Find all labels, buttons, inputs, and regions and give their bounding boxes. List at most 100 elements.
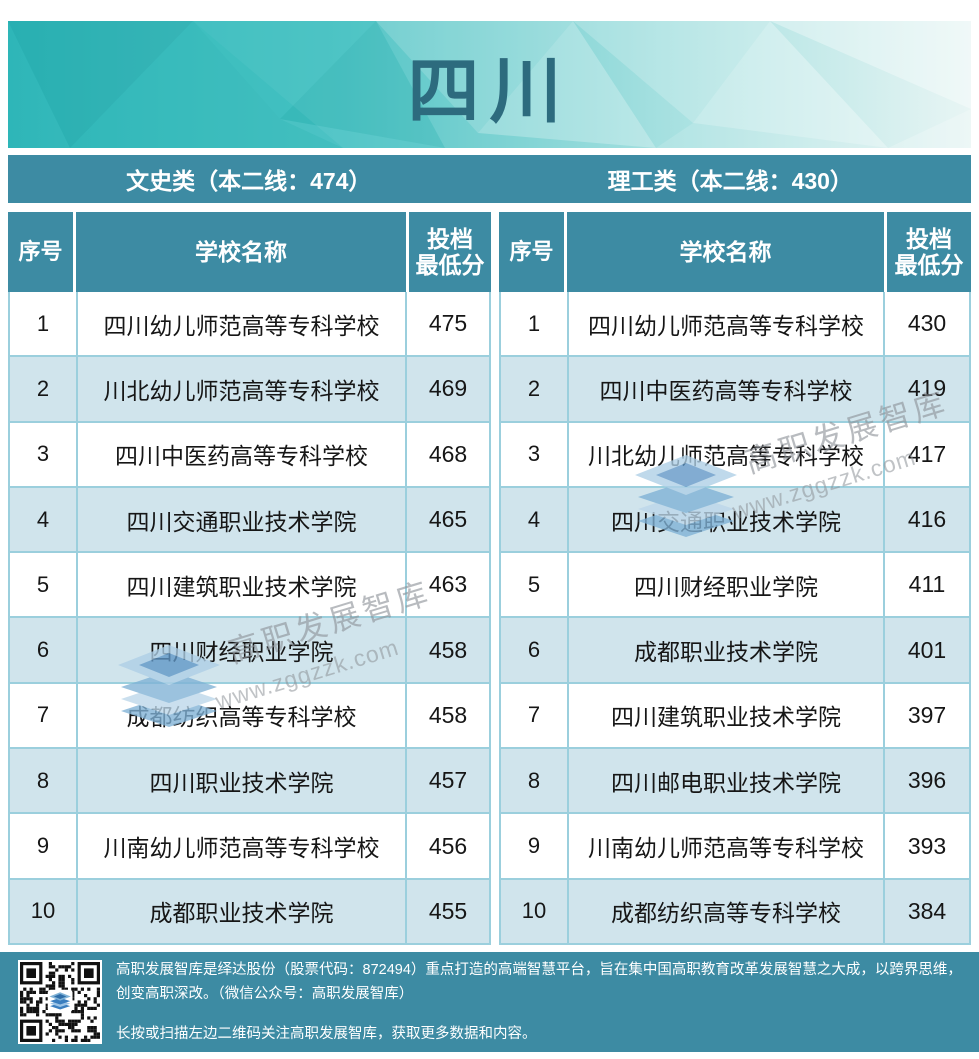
row-index: 7 (10, 683, 78, 748)
science-table-header: 序号 学校名称 投档 最低分 (499, 212, 971, 292)
row-index: 5 (10, 553, 78, 617)
school-name: 成都职业技术学院 (569, 618, 885, 682)
science-table-body: 1 四川幼儿师范高等专科学校 430 2 四川中医药高等专科学校 419 3 川… (499, 292, 971, 945)
row-index: 4 (10, 487, 78, 552)
min-score: 457 (428, 767, 468, 794)
header-school: 学校名称 (76, 212, 409, 292)
category-science-label: 理工类（本二线：430） (607, 168, 853, 194)
school-name: 四川建筑职业技术学院 (569, 683, 885, 748)
school-name: 川南幼儿师范高等专科学校 (78, 814, 407, 878)
school-name: 四川交通职业技术学院 (569, 487, 885, 552)
table-row: 10 成都职业技术学院 455 (10, 877, 489, 943)
footer-scan-tip: 长按或扫描左边二维码关注高职发展智库，获取更多数据和内容。 (116, 1026, 537, 1042)
row-index: 7 (501, 683, 569, 748)
min-score: 430 (907, 310, 947, 337)
table-row: 10 成都纺织高等专科学校 384 (501, 877, 969, 943)
min-score: 469 (428, 375, 468, 402)
school-name: 四川邮电职业技术学院 (569, 749, 885, 813)
min-score: 401 (907, 636, 947, 663)
category-liberal-arts: 文史类（本二线：474） (8, 155, 490, 203)
banner-lowpoly-pattern (8, 21, 971, 148)
table-row: 8 四川职业技术学院 457 (10, 747, 489, 813)
school-name: 成都纺织高等专科学校 (78, 683, 407, 748)
school-name: 四川中医药高等专科学校 (78, 422, 407, 486)
page-title: 四川 (407, 52, 572, 132)
table-row: 5 四川财经职业学院 411 (501, 551, 969, 617)
school-name: 四川职业技术学院 (78, 749, 407, 813)
row-index: 1 (501, 292, 569, 356)
table-row: 3 川北幼儿师范高等专科学校 417 (501, 420, 969, 486)
row-index: 8 (10, 749, 78, 813)
row-index: 6 (10, 618, 78, 682)
school-name: 四川幼儿师范高等专科学校 (569, 292, 885, 356)
school-name: 四川交通职业技术学院 (78, 487, 407, 552)
min-score: 475 (428, 310, 468, 337)
min-score: 463 (428, 571, 468, 598)
min-score: 465 (428, 506, 468, 533)
table-row: 2 川北幼儿师范高等专科学校 469 (10, 355, 489, 421)
header-score: 投档 最低分 (894, 226, 964, 278)
min-score: 456 (428, 832, 468, 859)
table-row: 1 四川幼儿师范高等专科学校 475 (10, 292, 489, 356)
row-index: 3 (10, 422, 78, 486)
school-name: 川北幼儿师范高等专科学校 (78, 357, 407, 421)
min-score: 416 (907, 506, 947, 533)
footer-text: 高职发展智库是绎达股份（股票代码：872494）重点打造的高端智慧平台，旨在集中… (116, 958, 963, 1046)
header-no: 序号 (499, 212, 567, 292)
footer-intro: 高职发展智库是绎达股份（股票代码：872494）重点打造的高端智慧平台，旨在集中… (116, 962, 962, 1002)
school-name: 四川建筑职业技术学院 (78, 553, 407, 617)
category-band: 文史类（本二线：474） 理工类（本二线：430） (8, 155, 971, 203)
table-row: 4 四川交通职业技术学院 465 (10, 485, 489, 552)
school-name: 成都职业技术学院 (78, 879, 407, 943)
row-index: 9 (10, 814, 78, 878)
table-row: 1 四川幼儿师范高等专科学校 430 (501, 292, 969, 356)
table-row: 9 川南幼儿师范高等专科学校 393 (501, 812, 969, 878)
school-name: 四川中医药高等专科学校 (569, 357, 885, 421)
science-table: 序号 学校名称 投档 最低分 1 四川幼儿师范高等专科学校 430 2 四川中医… (499, 212, 971, 945)
table-row: 9 川南幼儿师范高等专科学校 456 (10, 812, 489, 878)
header-school: 学校名称 (567, 212, 887, 292)
row-index: 9 (501, 814, 569, 878)
row-index: 8 (501, 749, 569, 813)
min-score: 458 (428, 636, 468, 663)
min-score: 397 (907, 701, 947, 728)
row-index: 6 (501, 618, 569, 682)
min-score: 455 (428, 897, 468, 924)
header-score: 投档 最低分 (415, 226, 485, 278)
school-name: 川南幼儿师范高等专科学校 (569, 814, 885, 878)
tables-area: 序号 学校名称 投档 最低分 1 四川幼儿师范高等专科学校 475 2 川北幼儿… (8, 212, 971, 945)
min-score: 468 (428, 440, 468, 467)
table-row: 6 成都职业技术学院 401 (501, 616, 969, 682)
row-index: 10 (10, 879, 78, 943)
row-index: 5 (501, 553, 569, 617)
min-score: 411 (908, 571, 946, 598)
table-row: 6 四川财经职业学院 458 (10, 616, 489, 682)
school-name: 成都纺织高等专科学校 (569, 879, 885, 943)
min-score: 384 (907, 897, 947, 924)
category-science: 理工类（本二线：430） (490, 155, 972, 203)
min-score: 393 (907, 832, 947, 859)
table-row: 8 四川邮电职业技术学院 396 (501, 747, 969, 813)
table-row: 2 四川中医药高等专科学校 419 (501, 355, 969, 421)
footer: 高职发展智库是绎达股份（股票代码：872494）重点打造的高端智慧平台，旨在集中… (0, 952, 979, 1052)
category-liberal-arts-label: 文史类（本二线：474） (126, 168, 372, 194)
liberal-arts-table-header: 序号 学校名称 投档 最低分 (8, 212, 491, 292)
table-row: 7 成都纺织高等专科学校 458 (10, 681, 489, 748)
row-index: 2 (10, 357, 78, 421)
row-index: 3 (501, 422, 569, 486)
liberal-arts-table: 序号 学校名称 投档 最低分 1 四川幼儿师范高等专科学校 475 2 川北幼儿… (8, 212, 491, 945)
min-score: 419 (907, 375, 947, 402)
school-name: 四川财经职业学院 (569, 553, 885, 617)
qr-pattern (20, 962, 100, 1042)
table-row: 7 四川建筑职业技术学院 397 (501, 681, 969, 748)
min-score: 396 (907, 767, 947, 794)
banner: 四川 (8, 21, 971, 148)
row-index: 1 (10, 292, 78, 356)
school-name: 四川财经职业学院 (78, 618, 407, 682)
table-row: 4 四川交通职业技术学院 416 (501, 485, 969, 552)
row-index: 4 (501, 487, 569, 552)
liberal-arts-table-body: 1 四川幼儿师范高等专科学校 475 2 川北幼儿师范高等专科学校 469 3 … (8, 292, 491, 945)
table-row: 5 四川建筑职业技术学院 463 (10, 551, 489, 617)
qr-code (18, 960, 102, 1044)
